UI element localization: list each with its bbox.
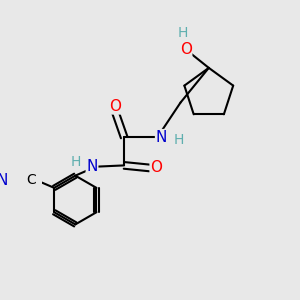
Text: O: O (109, 99, 121, 114)
Text: N: N (86, 159, 98, 174)
Text: O: O (180, 42, 192, 57)
Text: N: N (156, 130, 167, 145)
Text: H: H (178, 26, 188, 40)
Text: C: C (26, 173, 36, 187)
Text: H: H (70, 154, 80, 169)
Text: H: H (174, 133, 184, 147)
Text: O: O (150, 160, 162, 175)
Text: N: N (0, 173, 8, 188)
